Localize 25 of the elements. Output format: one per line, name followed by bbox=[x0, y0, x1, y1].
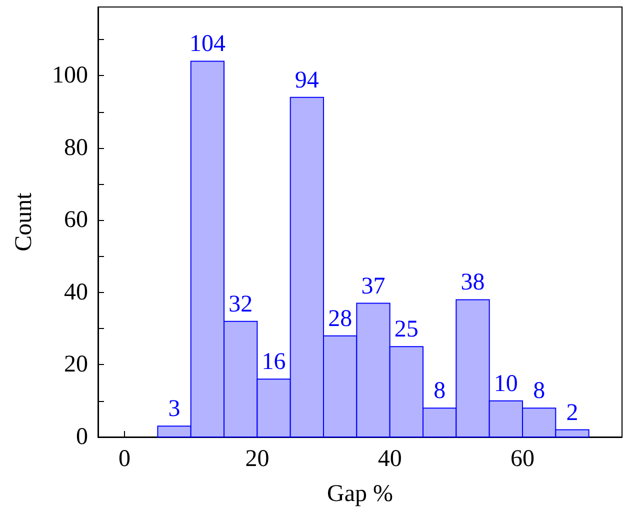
data-label: 10 bbox=[494, 370, 518, 397]
data-label: 32 bbox=[228, 291, 253, 318]
data-label: 94 bbox=[294, 67, 319, 94]
data-label: 25 bbox=[394, 316, 418, 343]
x-tick-label: 40 bbox=[378, 446, 402, 472]
data-label: 28 bbox=[328, 306, 352, 332]
data-label: 16 bbox=[262, 349, 286, 376]
y-tick-label: 0 bbox=[76, 424, 88, 450]
y-tick-label: 60 bbox=[64, 207, 88, 234]
x-tick-label: 0 bbox=[118, 446, 131, 472]
y-tick-label: 100 bbox=[52, 62, 88, 89]
data-label: 104 bbox=[189, 31, 226, 58]
data-label: 38 bbox=[460, 270, 485, 296]
y-tick-label: 40 bbox=[64, 279, 88, 306]
x-tick-label: 20 bbox=[245, 446, 270, 472]
data-label: 8 bbox=[533, 378, 546, 404]
data-label: 8 bbox=[434, 378, 446, 404]
data-label: 3 bbox=[168, 396, 180, 422]
y-tick-label: 80 bbox=[64, 134, 88, 161]
data-label: 2 bbox=[566, 400, 578, 426]
x-tick-label: 60 bbox=[510, 446, 535, 472]
data-label: 37 bbox=[361, 273, 386, 300]
y-axis-title: Count bbox=[11, 192, 37, 252]
x-axis-title: Gap % bbox=[327, 481, 393, 507]
y-tick-label: 20 bbox=[64, 352, 88, 378]
